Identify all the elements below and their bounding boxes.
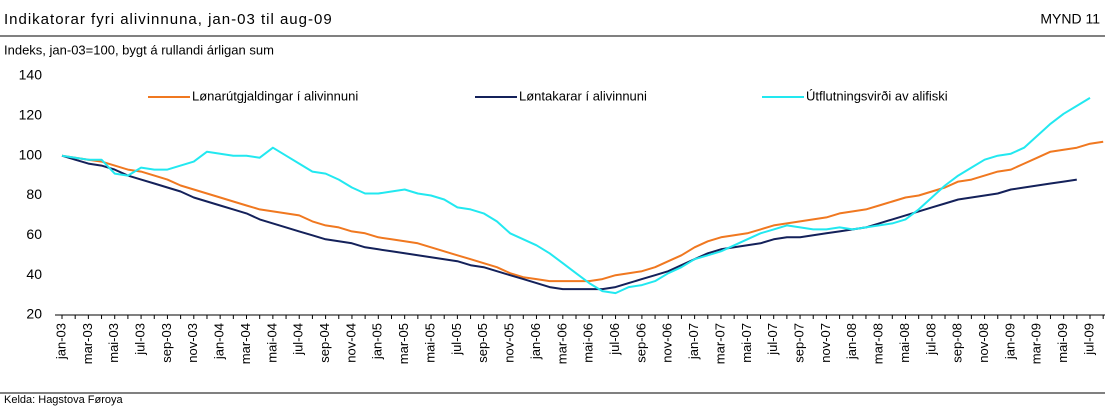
y-tick-label: 140 [19,67,43,83]
y-tick-label: 100 [19,146,43,162]
x-tick-label: jul-08 [923,323,938,356]
x-tick-label: jan-06 [528,323,543,360]
x-tick-label: mar-07 [712,323,727,364]
x-tick-label: mar-06 [554,323,569,364]
x-tick-label: jul-07 [765,323,780,356]
legend-label: Løntakarar í alivinnuni [519,88,647,103]
x-tick-label: mar-09 [1029,323,1044,364]
y-tick-label: 120 [19,107,43,123]
x-tick-label: jul-03 [133,323,148,356]
y-tick-label: 80 [26,186,42,202]
x-tick-label: jul-09 [1081,323,1096,356]
series-line [61,154,1077,291]
x-tick-label: sep-06 [633,323,648,363]
x-tick-label: sep-05 [475,323,490,363]
x-tick-label: jul-06 [607,323,622,356]
y-tick-label: 60 [26,226,42,242]
x-tick-label: sep-03 [159,323,174,363]
x-tick-label: mai-06 [581,323,596,363]
chart-title: Indikatorar fyri alivinnuna, jan-03 til … [4,11,333,28]
y-tick-label: 20 [26,306,42,322]
x-tick-label: mai-03 [106,323,121,363]
x-tick-label: nov-08 [976,323,991,363]
x-tick-label: nov-04 [343,323,358,363]
legend-label: Útflutningsvirði av alifiski [806,88,948,103]
x-tick-label: jan-03 [53,323,68,360]
x-tick-label: jan-04 [212,323,227,360]
source: Kelda: Hagstova Føroya [4,394,123,406]
x-tick-label: jan-07 [686,323,701,360]
series-line [61,140,1104,283]
x-tick-label: mar-04 [238,323,253,364]
x-tick-label: mar-03 [80,323,95,364]
legend-label: Lønarútgjaldingar í alivinnuni [192,88,358,103]
x-tick-label: mar-05 [396,323,411,364]
figure-label: MYND 11 [1040,11,1100,27]
x-tick-label: jul-05 [449,323,464,356]
x-tick-label: nov-07 [818,323,833,363]
x-tick-label: mai-05 [422,323,437,363]
x-tick-label: mar-08 [871,323,886,364]
x-tick-label: mai-07 [739,323,754,363]
x-tick-label: mai-09 [1055,323,1070,363]
subtitle: Indeks, jan-03=100, bygt á rullandi árli… [4,42,274,57]
x-tick-label: sep-04 [317,323,332,363]
x-tick-label: jan-05 [370,323,385,360]
x-tick-label: sep-08 [950,323,965,363]
x-tick-label: nov-03 [185,323,200,363]
x-tick-label: mai-04 [264,323,279,363]
x-tick-label: sep-07 [791,323,806,363]
x-tick-label: jan-08 [844,323,859,360]
x-tick-label: nov-05 [502,323,517,363]
x-tick-label: nov-06 [660,323,675,363]
y-tick-label: 40 [26,266,42,282]
x-tick-label: mai-08 [897,323,912,363]
series-line [61,97,1091,295]
x-tick-label: jan-09 [1002,323,1017,360]
x-tick-label: jul-04 [291,323,306,356]
